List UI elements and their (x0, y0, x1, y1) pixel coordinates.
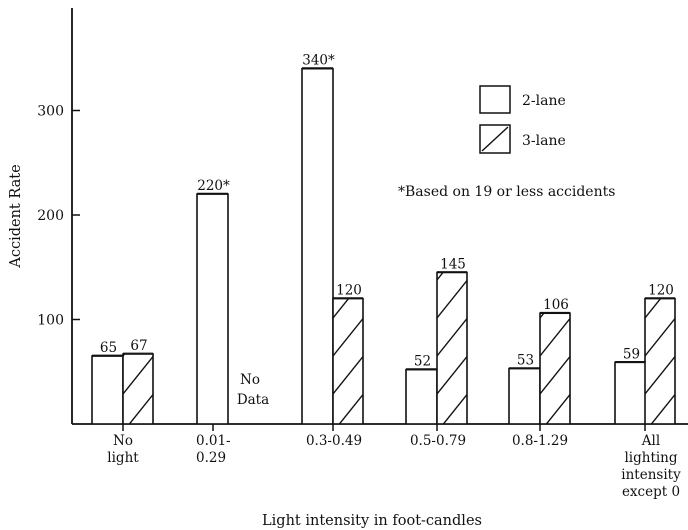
bar-hatch-line (333, 318, 363, 357)
legend-label-2-lane: 2-lane (522, 93, 566, 109)
bar-2-lane-0 (91, 355, 124, 424)
category-label-3-line-0: 0.5-0.79 (410, 433, 466, 449)
no-data-label-line2: Data (237, 392, 269, 408)
bar-3-lane-2 (332, 297, 364, 424)
data-label-3-lane-5: 120 (648, 283, 674, 299)
bar-hatch-line (437, 318, 467, 357)
category-label-5-line-3: except 0 (622, 484, 680, 500)
bar-hatch-line (333, 298, 350, 319)
bar-hatch-line (123, 281, 153, 319)
bar-hatch-line (645, 243, 675, 281)
bar-hatch-line (437, 205, 467, 243)
category-label-4-line-0: 0.8-1.29 (512, 433, 568, 449)
bar-2-lane-4 (508, 367, 541, 424)
bar-hatch-line (128, 394, 153, 424)
bar-hatch-line (540, 243, 570, 281)
y-axis-title: Accident Rate (8, 164, 24, 268)
category-label-0-line-0: No (113, 433, 133, 449)
data-label-2-lane-3: 52 (414, 354, 431, 370)
data-label-2-lane-1: 220* (197, 178, 230, 194)
data-label-2-lane-0: 65 (100, 340, 117, 356)
bar-2-lane-5 (614, 361, 647, 424)
category-label-2-line-0: 0.3-0.49 (306, 433, 362, 449)
bar-3-lane-3 (436, 271, 468, 424)
bar-hatch-line (645, 356, 675, 395)
data-label-3-lane-3: 145 (440, 256, 466, 272)
y-tick-label-200: 200 (37, 208, 64, 224)
y-tick-label-300: 300 (37, 104, 64, 120)
bar-hatch-line (442, 394, 467, 424)
category-label-5-line-1: lighting (624, 450, 677, 466)
legend-label-3-lane: 3-lane (522, 133, 566, 149)
category-label-0-line-1: light (107, 450, 139, 466)
category-label-1-line-0: 0.01- (196, 433, 231, 449)
bar-hatch-line (123, 356, 153, 395)
footnote: *Based on 19 or less accidents (398, 184, 615, 200)
bar-hatch-line (333, 243, 363, 281)
legend: 2-lane 3-lane (479, 85, 566, 154)
legend-swatch-2-lane (479, 85, 511, 114)
bar-hatch-line (437, 272, 444, 281)
category-label-5-line-0: All (641, 433, 660, 449)
bar-hatch-line (645, 318, 675, 357)
data-label-2-lane-5: 59 (623, 346, 640, 362)
bar-2-lane-2 (301, 67, 334, 424)
data-label-3-lane-2: 120 (336, 283, 362, 299)
x-axis-title: Light intensity in foot-candles (262, 513, 482, 529)
bar-hatch-line (333, 356, 363, 395)
data-label-3-lane-0: 67 (130, 338, 147, 354)
bar-hatch-line (540, 356, 570, 395)
category-label-5-line-2: intensity (621, 467, 681, 483)
data-label-2-lane-2: 340* (302, 53, 335, 69)
bar-3-lane-4 (539, 312, 571, 424)
bar-2-lane-1 (196, 193, 229, 424)
bar-hatch-line (645, 298, 662, 319)
bar-hatch-line (545, 394, 570, 424)
legend-swatch-hatch-line (481, 126, 509, 152)
no-data-label-line1: No (240, 372, 260, 388)
bar-hatch-line (650, 394, 675, 424)
data-label-3-lane-4: 106 (543, 297, 569, 313)
bar-hatch-line (540, 318, 570, 357)
bar-hatch-line (437, 356, 467, 395)
bar-2-lane-3 (405, 368, 438, 424)
bar-hatch-line (338, 394, 363, 424)
data-label-2-lane-4: 53 (517, 353, 534, 369)
bar-hatch-line (437, 280, 467, 319)
y-tick-label-100: 100 (37, 313, 64, 329)
category-label-1-line-1: 0.29 (196, 450, 226, 466)
